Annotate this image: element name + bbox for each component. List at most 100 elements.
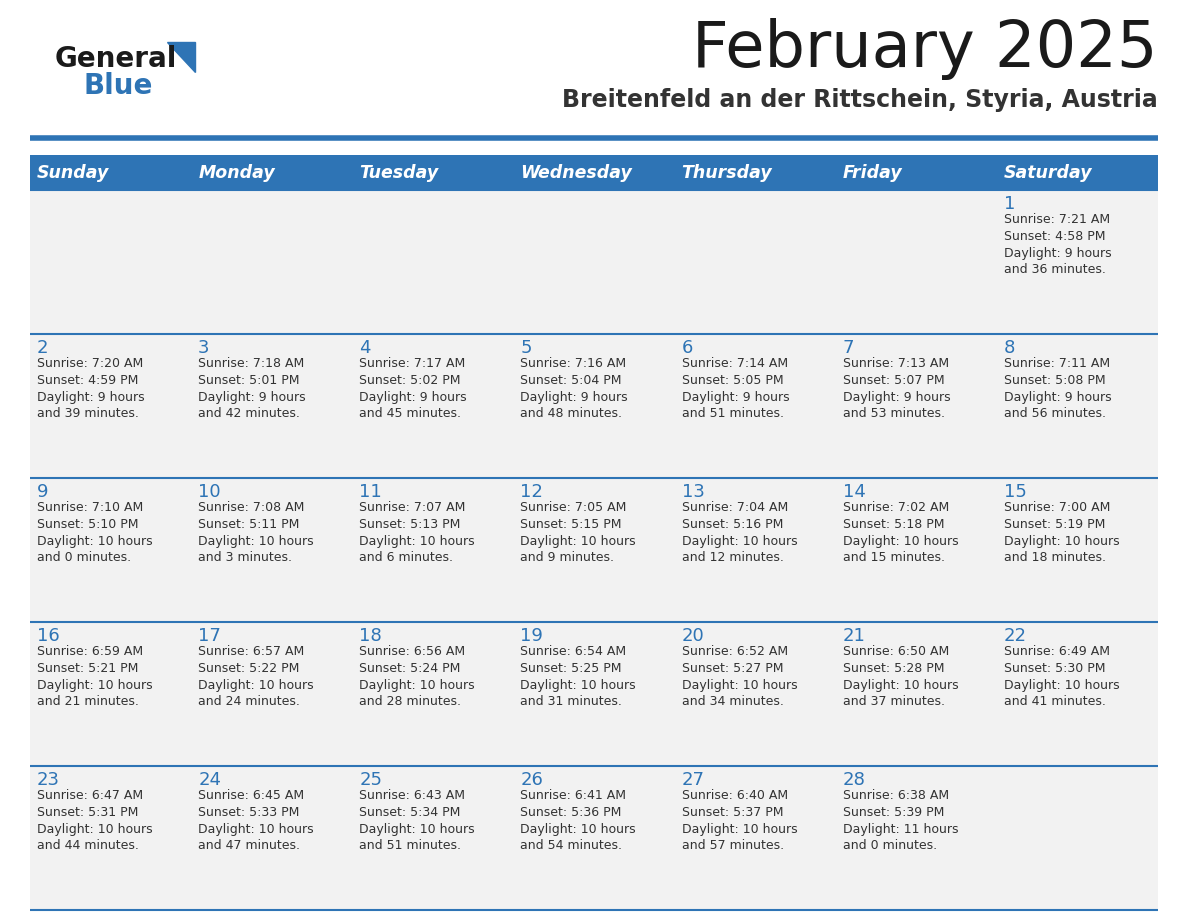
Bar bbox=[835, 478, 997, 622]
Text: Sunset: 5:18 PM: Sunset: 5:18 PM bbox=[842, 518, 944, 531]
Text: and 3 minutes.: and 3 minutes. bbox=[198, 551, 292, 564]
Text: Daylight: 9 hours: Daylight: 9 hours bbox=[37, 391, 145, 404]
Text: Sunset: 5:15 PM: Sunset: 5:15 PM bbox=[520, 518, 623, 531]
Text: Daylight: 10 hours: Daylight: 10 hours bbox=[359, 535, 475, 548]
Text: Sunset: 5:10 PM: Sunset: 5:10 PM bbox=[37, 518, 139, 531]
Text: Sunset: 5:13 PM: Sunset: 5:13 PM bbox=[359, 518, 461, 531]
Bar bbox=[353, 478, 513, 622]
Text: and 0 minutes.: and 0 minutes. bbox=[37, 551, 131, 564]
Text: Sunset: 5:19 PM: Sunset: 5:19 PM bbox=[1004, 518, 1105, 531]
Text: and 47 minutes.: and 47 minutes. bbox=[198, 839, 301, 852]
Bar bbox=[353, 766, 513, 910]
Text: Sunset: 4:59 PM: Sunset: 4:59 PM bbox=[37, 374, 138, 387]
Text: 24: 24 bbox=[198, 771, 221, 789]
Bar bbox=[353, 334, 513, 478]
Text: Daylight: 10 hours: Daylight: 10 hours bbox=[520, 679, 636, 692]
Text: Sunrise: 7:07 AM: Sunrise: 7:07 AM bbox=[359, 501, 466, 514]
Bar bbox=[513, 155, 675, 190]
Text: 25: 25 bbox=[359, 771, 383, 789]
Text: and 28 minutes.: and 28 minutes. bbox=[359, 695, 461, 708]
Text: 23: 23 bbox=[37, 771, 61, 789]
Text: Daylight: 9 hours: Daylight: 9 hours bbox=[1004, 391, 1112, 404]
Text: Sunset: 5:25 PM: Sunset: 5:25 PM bbox=[520, 662, 623, 675]
Text: Sunday: Sunday bbox=[37, 163, 109, 182]
Bar bbox=[191, 622, 353, 766]
Bar bbox=[997, 622, 1158, 766]
Text: Sunset: 5:28 PM: Sunset: 5:28 PM bbox=[842, 662, 944, 675]
Text: Sunrise: 7:14 AM: Sunrise: 7:14 AM bbox=[682, 357, 788, 370]
Text: Monday: Monday bbox=[198, 163, 274, 182]
Text: 15: 15 bbox=[1004, 483, 1026, 501]
Text: 14: 14 bbox=[842, 483, 866, 501]
Text: and 15 minutes.: and 15 minutes. bbox=[842, 551, 944, 564]
Text: Tuesday: Tuesday bbox=[359, 163, 438, 182]
Text: Sunrise: 6:40 AM: Sunrise: 6:40 AM bbox=[682, 789, 788, 802]
Text: 19: 19 bbox=[520, 627, 543, 645]
Text: Sunrise: 7:13 AM: Sunrise: 7:13 AM bbox=[842, 357, 949, 370]
Text: Daylight: 10 hours: Daylight: 10 hours bbox=[842, 679, 959, 692]
Text: Sunrise: 6:43 AM: Sunrise: 6:43 AM bbox=[359, 789, 466, 802]
Text: Daylight: 10 hours: Daylight: 10 hours bbox=[37, 535, 152, 548]
Text: Sunset: 5:24 PM: Sunset: 5:24 PM bbox=[359, 662, 461, 675]
Text: Sunrise: 6:41 AM: Sunrise: 6:41 AM bbox=[520, 789, 626, 802]
Text: Sunrise: 6:52 AM: Sunrise: 6:52 AM bbox=[682, 645, 788, 658]
Text: Saturday: Saturday bbox=[1004, 163, 1093, 182]
Bar bbox=[513, 190, 675, 334]
Text: Daylight: 9 hours: Daylight: 9 hours bbox=[842, 391, 950, 404]
Bar bbox=[513, 622, 675, 766]
Text: Sunset: 5:27 PM: Sunset: 5:27 PM bbox=[682, 662, 783, 675]
Text: Sunrise: 7:18 AM: Sunrise: 7:18 AM bbox=[198, 357, 304, 370]
Bar bbox=[30, 190, 191, 334]
Text: Sunset: 4:58 PM: Sunset: 4:58 PM bbox=[1004, 230, 1105, 243]
Text: Sunrise: 6:45 AM: Sunrise: 6:45 AM bbox=[198, 789, 304, 802]
Text: Sunset: 5:21 PM: Sunset: 5:21 PM bbox=[37, 662, 138, 675]
Text: and 54 minutes.: and 54 minutes. bbox=[520, 839, 623, 852]
Text: 10: 10 bbox=[198, 483, 221, 501]
Text: Sunset: 5:08 PM: Sunset: 5:08 PM bbox=[1004, 374, 1106, 387]
Text: Daylight: 10 hours: Daylight: 10 hours bbox=[1004, 679, 1119, 692]
Text: and 41 minutes.: and 41 minutes. bbox=[1004, 695, 1106, 708]
Text: Sunrise: 7:05 AM: Sunrise: 7:05 AM bbox=[520, 501, 627, 514]
Text: Sunrise: 6:47 AM: Sunrise: 6:47 AM bbox=[37, 789, 143, 802]
Text: Daylight: 11 hours: Daylight: 11 hours bbox=[842, 823, 959, 836]
Text: Daylight: 10 hours: Daylight: 10 hours bbox=[520, 535, 636, 548]
Bar bbox=[191, 766, 353, 910]
Text: Sunrise: 6:54 AM: Sunrise: 6:54 AM bbox=[520, 645, 626, 658]
Text: Daylight: 10 hours: Daylight: 10 hours bbox=[37, 823, 152, 836]
Bar bbox=[30, 766, 191, 910]
Text: and 21 minutes.: and 21 minutes. bbox=[37, 695, 139, 708]
Text: Daylight: 9 hours: Daylight: 9 hours bbox=[682, 391, 789, 404]
Text: 26: 26 bbox=[520, 771, 543, 789]
Text: 9: 9 bbox=[37, 483, 49, 501]
Text: Daylight: 10 hours: Daylight: 10 hours bbox=[37, 679, 152, 692]
Text: and 36 minutes.: and 36 minutes. bbox=[1004, 263, 1106, 276]
Text: and 56 minutes.: and 56 minutes. bbox=[1004, 407, 1106, 420]
Bar bbox=[675, 766, 835, 910]
Text: Sunrise: 7:10 AM: Sunrise: 7:10 AM bbox=[37, 501, 144, 514]
Text: and 0 minutes.: and 0 minutes. bbox=[842, 839, 937, 852]
Text: Blue: Blue bbox=[83, 72, 152, 100]
Bar bbox=[30, 334, 191, 478]
Bar bbox=[675, 155, 835, 190]
Text: and 42 minutes.: and 42 minutes. bbox=[198, 407, 301, 420]
Polygon shape bbox=[168, 42, 195, 72]
Text: and 39 minutes.: and 39 minutes. bbox=[37, 407, 139, 420]
Text: Daylight: 9 hours: Daylight: 9 hours bbox=[1004, 247, 1112, 260]
Text: and 34 minutes.: and 34 minutes. bbox=[682, 695, 783, 708]
Text: Sunset: 5:16 PM: Sunset: 5:16 PM bbox=[682, 518, 783, 531]
Text: Sunrise: 7:11 AM: Sunrise: 7:11 AM bbox=[1004, 357, 1110, 370]
Bar bbox=[835, 190, 997, 334]
Text: Sunrise: 6:50 AM: Sunrise: 6:50 AM bbox=[842, 645, 949, 658]
Text: and 48 minutes.: and 48 minutes. bbox=[520, 407, 623, 420]
Text: 22: 22 bbox=[1004, 627, 1026, 645]
Text: Sunset: 5:36 PM: Sunset: 5:36 PM bbox=[520, 806, 621, 819]
Text: Daylight: 10 hours: Daylight: 10 hours bbox=[842, 535, 959, 548]
Text: Sunrise: 7:08 AM: Sunrise: 7:08 AM bbox=[198, 501, 304, 514]
Bar bbox=[997, 334, 1158, 478]
Bar bbox=[675, 190, 835, 334]
Bar bbox=[30, 622, 191, 766]
Text: and 37 minutes.: and 37 minutes. bbox=[842, 695, 944, 708]
Text: Sunset: 5:04 PM: Sunset: 5:04 PM bbox=[520, 374, 623, 387]
Text: Daylight: 10 hours: Daylight: 10 hours bbox=[1004, 535, 1119, 548]
Text: Daylight: 10 hours: Daylight: 10 hours bbox=[198, 679, 314, 692]
